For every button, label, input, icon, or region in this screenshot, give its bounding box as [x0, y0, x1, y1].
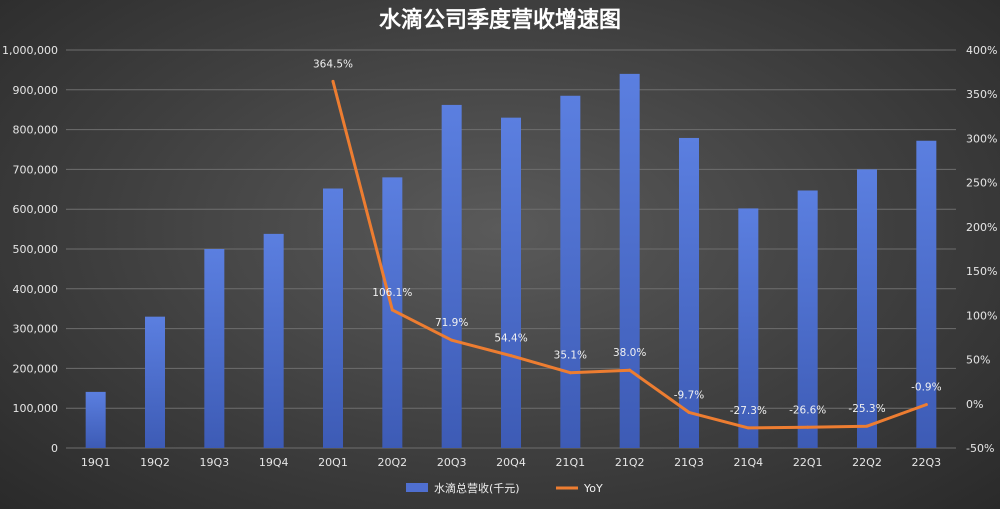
bar	[619, 73, 640, 448]
bar	[679, 137, 699, 448]
left-tick-label: 400,000	[13, 283, 59, 296]
yoy-data-label: 364.5%	[313, 58, 353, 70]
yoy-point	[509, 354, 513, 358]
yoy-data-label: -9.7%	[674, 389, 704, 401]
left-axis: 0 100,000 200,000 300,000 400,000 500,000 600,…	[2, 44, 58, 455]
left-tick-label: 100,000	[13, 402, 59, 415]
chart-title: 水滴公司季度营收增速图	[379, 7, 621, 33]
x-tick-label: 19Q2	[140, 456, 170, 469]
bar	[797, 190, 818, 448]
yoy-point	[865, 424, 869, 428]
right-tick-label: 0%	[966, 398, 983, 411]
bar	[382, 177, 403, 449]
right-tick-label: 300%	[966, 132, 997, 145]
bar	[738, 208, 759, 448]
yoy-point	[746, 426, 750, 430]
left-tick-label: 1,000,000	[2, 44, 58, 57]
legend-label-revenue: 水滴总营收(千元)	[434, 481, 520, 495]
left-tick-label: 0	[51, 442, 58, 455]
x-tick-label: 21Q4	[734, 456, 764, 469]
yoy-data-label: 35.1%	[554, 350, 587, 362]
yoy-point	[806, 425, 810, 429]
x-tick-label: 19Q4	[259, 456, 289, 469]
x-tick-label: 22Q2	[852, 456, 882, 469]
x-tick-label: 19Q3	[200, 456, 230, 469]
x-axis: 19Q1 19Q2 19Q3 19Q4 20Q1 20Q2 20Q3 20Q4 21Q1 21Q2…	[81, 456, 941, 469]
yoy-data-label: -0.9%	[911, 382, 941, 394]
bar	[916, 140, 937, 448]
yoy-point	[568, 371, 572, 375]
yoy-data-label: 106.1%	[372, 287, 412, 299]
x-tick-label: 20Q2	[378, 456, 408, 469]
right-tick-label: 250%	[966, 177, 997, 190]
right-tick-label: 350%	[966, 88, 997, 101]
right-tick-label: 100%	[966, 309, 997, 322]
right-tick-label: -50%	[966, 442, 994, 455]
right-axis: -50% 0% 50% 100% 150% 200% 250% 300% 350% 400%	[966, 44, 997, 455]
bar	[857, 169, 877, 448]
x-tick-label: 20Q3	[437, 456, 467, 469]
x-tick-label: 21Q3	[674, 456, 704, 469]
yoy-point	[628, 368, 632, 372]
yoy-data-label: -26.6%	[789, 404, 826, 416]
right-tick-label: 200%	[966, 221, 997, 234]
legend[interactable]: 水滴总营收(千元) YoY	[406, 481, 603, 495]
bar	[263, 233, 284, 448]
yoy-point	[450, 338, 454, 342]
left-tick-label: 600,000	[13, 203, 59, 216]
yoy-point	[390, 308, 394, 312]
x-tick-label: 19Q1	[81, 456, 111, 469]
left-tick-label: 300,000	[13, 323, 59, 336]
right-tick-label: 150%	[966, 265, 997, 278]
yoy-data-label: -27.3%	[730, 405, 767, 417]
yoy-data-label: 38.0%	[613, 347, 646, 359]
bar	[145, 316, 165, 448]
x-tick-label: 21Q2	[615, 456, 645, 469]
right-tick-label: 400%	[966, 44, 997, 57]
yoy-point	[924, 403, 928, 407]
x-tick-label: 21Q1	[556, 456, 586, 469]
bar	[501, 117, 521, 448]
data-labels: 364.5% 106.1% 71.9% 54.4% 35.1% 38.0% -9.7% -27…	[313, 58, 942, 417]
right-tick-label: 50%	[966, 354, 990, 367]
yoy-data-label: 54.4%	[494, 333, 527, 345]
yoy-point	[331, 79, 335, 83]
left-tick-label: 200,000	[13, 362, 59, 375]
yoy-data-label: -25.3%	[848, 403, 885, 415]
x-tick-label: 20Q1	[318, 456, 348, 469]
x-tick-label: 20Q4	[496, 456, 526, 469]
left-tick-label: 900,000	[13, 84, 59, 97]
bar-series	[85, 73, 937, 449]
left-tick-label: 800,000	[13, 124, 59, 137]
bar	[441, 104, 462, 448]
bar	[85, 391, 106, 448]
left-tick-label: 500,000	[13, 243, 59, 256]
yoy-data-label: 71.9%	[435, 317, 468, 329]
x-tick-label: 22Q1	[793, 456, 823, 469]
bar	[204, 249, 225, 448]
x-tick-label: 22Q3	[912, 456, 942, 469]
line-series	[331, 79, 928, 430]
legend-swatch-bar	[406, 483, 428, 492]
bar	[323, 188, 343, 448]
yoy-point	[687, 410, 691, 414]
bar	[560, 95, 581, 449]
left-tick-label: 700,000	[13, 163, 59, 176]
legend-label-yoy: YoY	[583, 482, 603, 495]
